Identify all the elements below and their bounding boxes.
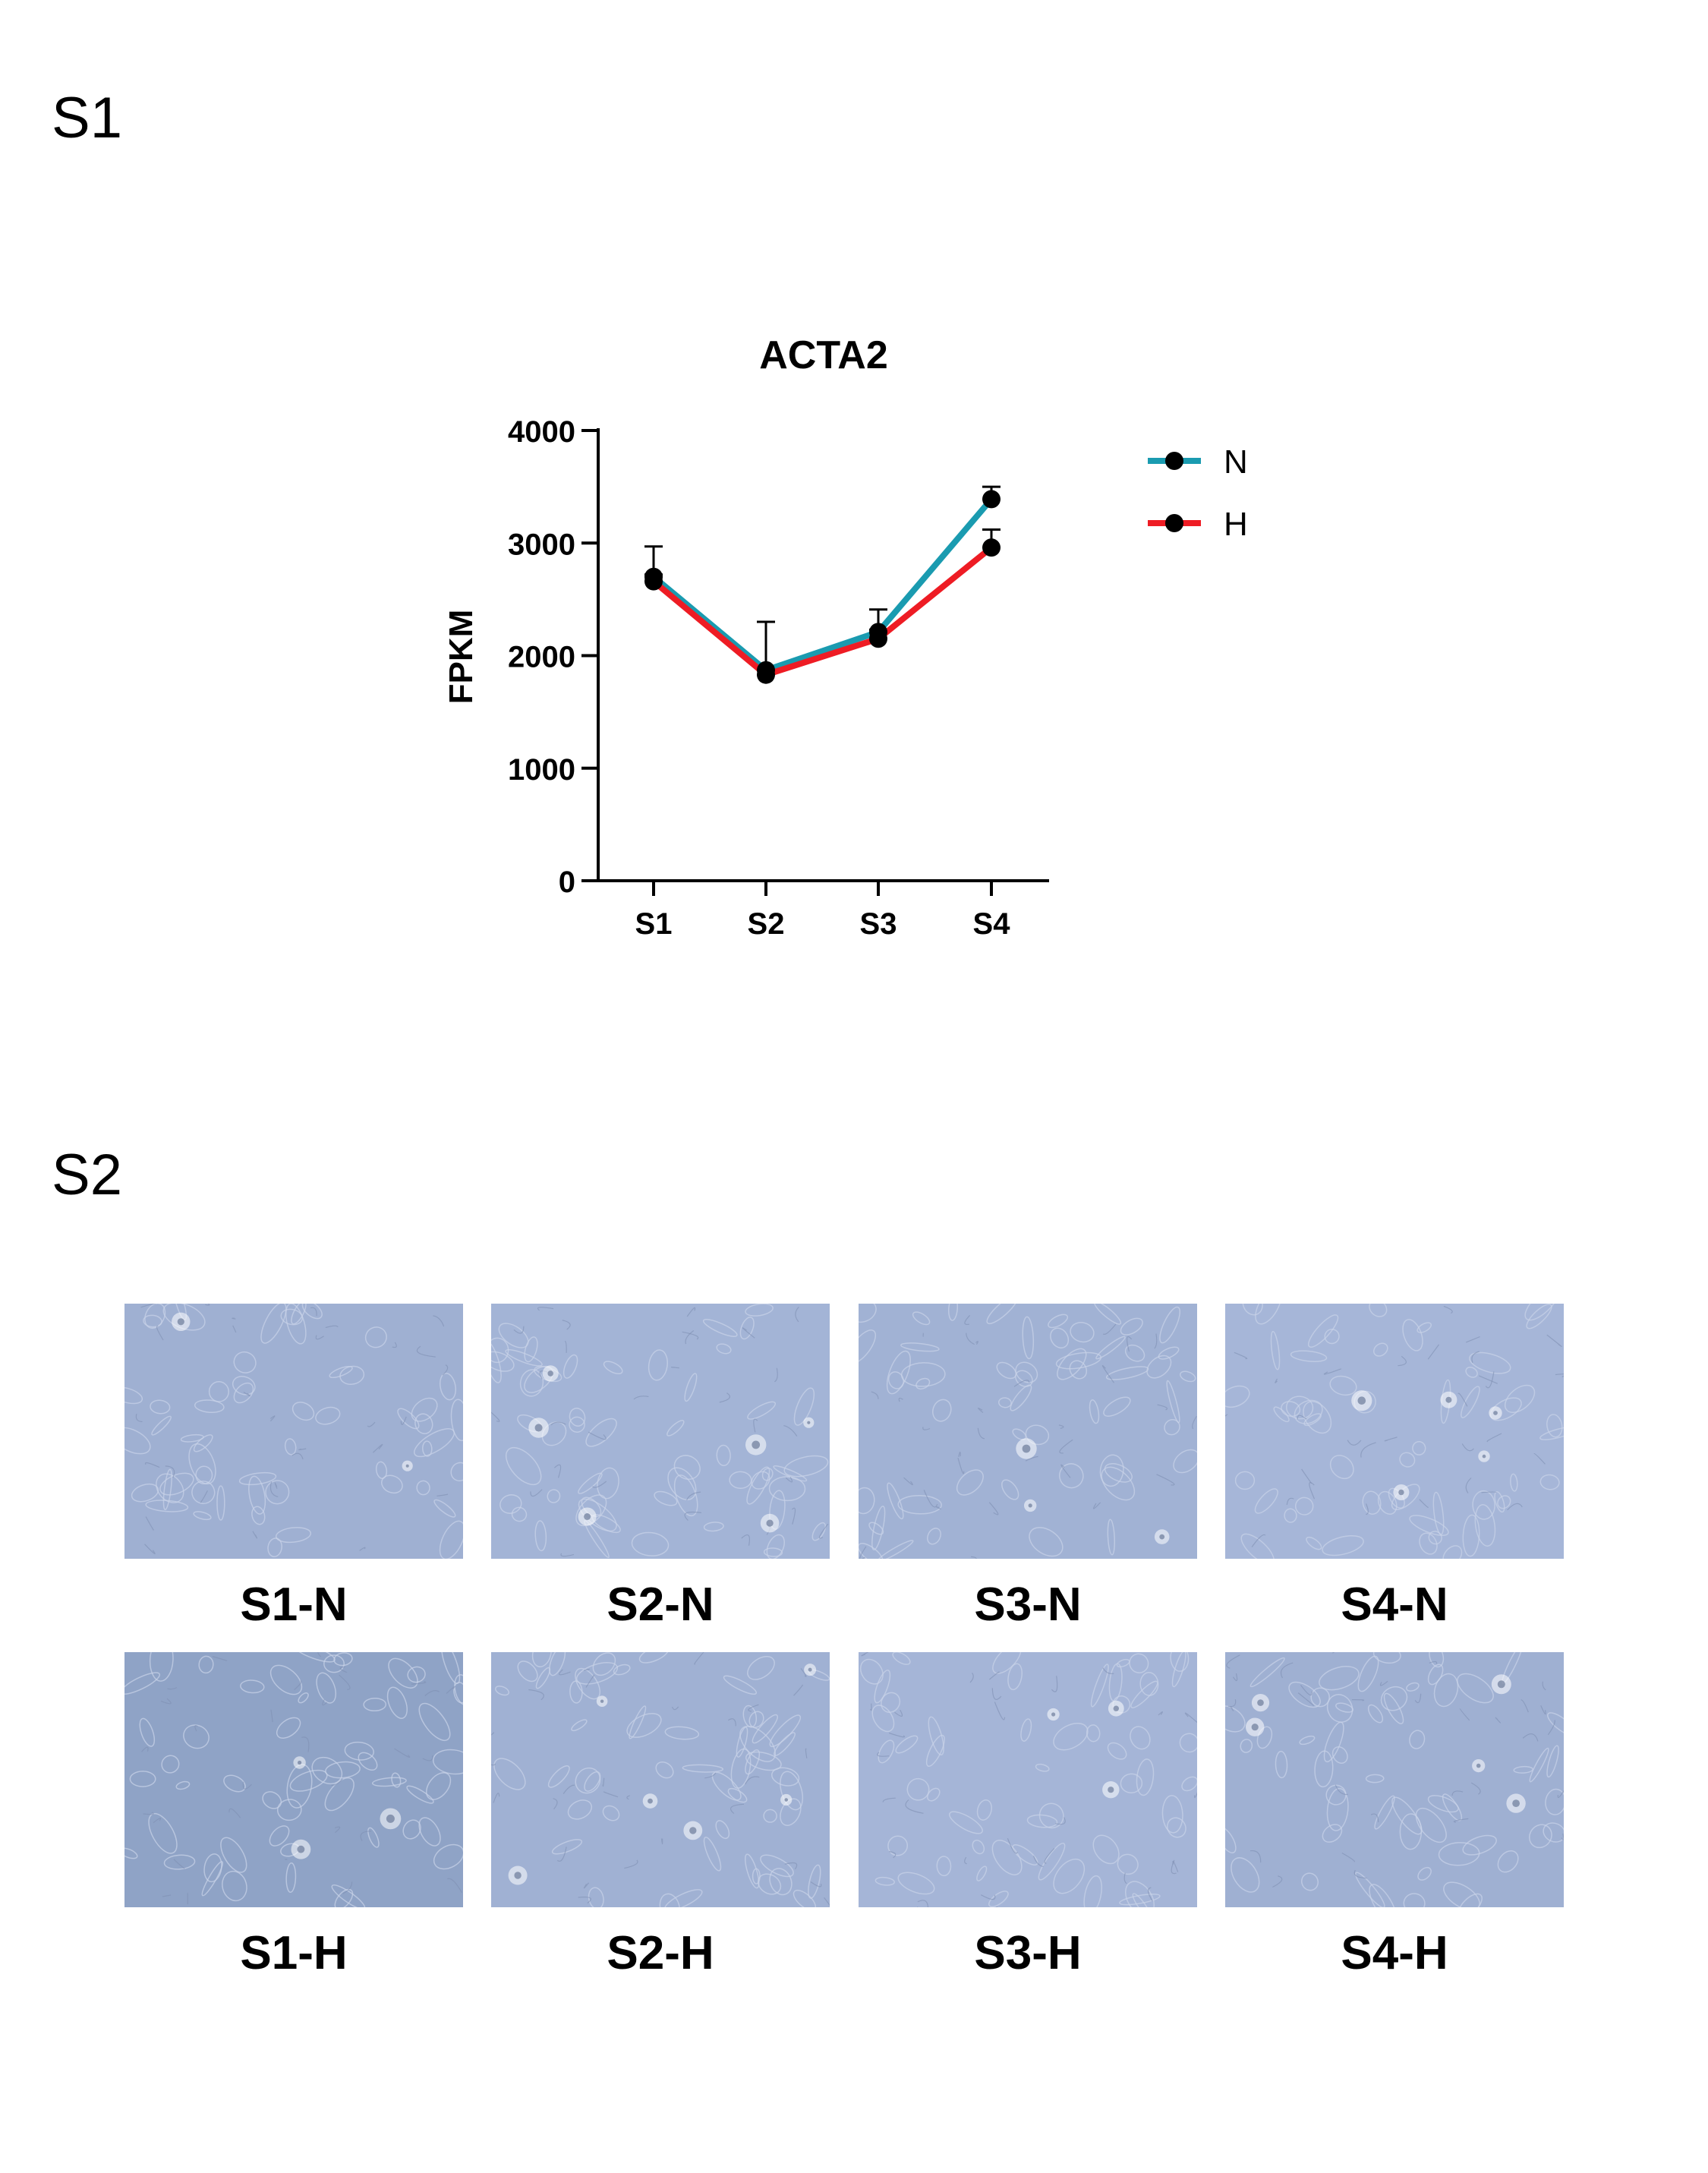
micrograph-label: S3-H xyxy=(974,1927,1082,1979)
y-tick-label: 3000 xyxy=(508,528,575,561)
x-tick-label: S1 xyxy=(635,907,673,941)
x-tick-label: S3 xyxy=(860,907,897,941)
data-point-H xyxy=(757,665,775,684)
micrograph-s1-n xyxy=(124,1304,463,1559)
micrograph-label: S1-H xyxy=(240,1927,348,1979)
x-tick-label: S2 xyxy=(748,907,785,941)
micrograph-label: S4-H xyxy=(1341,1927,1448,1979)
micrograph-s2-n xyxy=(491,1304,830,1559)
y-tick-label: 1000 xyxy=(508,753,575,787)
acta2-line-chart: ACTA2 FPKM 0 1000 2000 3000 4000 S1 S2 S3 S4 NH xyxy=(443,333,1248,941)
micrograph-label: S1-N xyxy=(240,1578,348,1631)
micrograph-s3-h xyxy=(859,1652,1197,1907)
micrograph-label: S2-N xyxy=(607,1578,714,1631)
micrograph-s3-n xyxy=(859,1304,1197,1559)
data-point-N xyxy=(982,490,1001,509)
x-tick-label: S4 xyxy=(973,907,1011,941)
y-tick-label: 2000 xyxy=(508,641,575,674)
legend-label-H: H xyxy=(1224,506,1248,543)
data-point-H xyxy=(982,538,1001,557)
panel-label-s1: S1 xyxy=(52,86,122,150)
data-point-H xyxy=(869,629,887,648)
series-line-N xyxy=(651,497,994,673)
legend-marker-H xyxy=(1165,514,1183,532)
micrograph-label: S4-N xyxy=(1341,1578,1448,1631)
micrograph-s4-n xyxy=(1225,1304,1564,1559)
legend-label-N: N xyxy=(1224,443,1248,481)
chart-axes: 0 1000 2000 3000 4000 S1 S2 S3 S4 xyxy=(508,415,1049,941)
legend-marker-N xyxy=(1165,452,1183,470)
chart-marks xyxy=(644,485,1001,684)
micrograph-s2-h xyxy=(491,1652,830,1907)
micrograph-s4-h xyxy=(1225,1652,1564,1907)
data-point-H xyxy=(644,572,663,591)
panel-label-s2: S2 xyxy=(52,1143,122,1207)
y-tick-label: 0 xyxy=(559,866,575,899)
micrograph-label: S2-H xyxy=(607,1927,714,1979)
micrograph-s1-h xyxy=(124,1652,463,1907)
series-line-H xyxy=(651,545,994,678)
y-tick-label: 4000 xyxy=(508,415,575,449)
micrograph-label: S3-N xyxy=(974,1578,1082,1631)
chart-legend: NH xyxy=(1148,443,1248,543)
y-axis-label: FPKM xyxy=(443,610,480,705)
chart-title: ACTA2 xyxy=(759,333,887,377)
